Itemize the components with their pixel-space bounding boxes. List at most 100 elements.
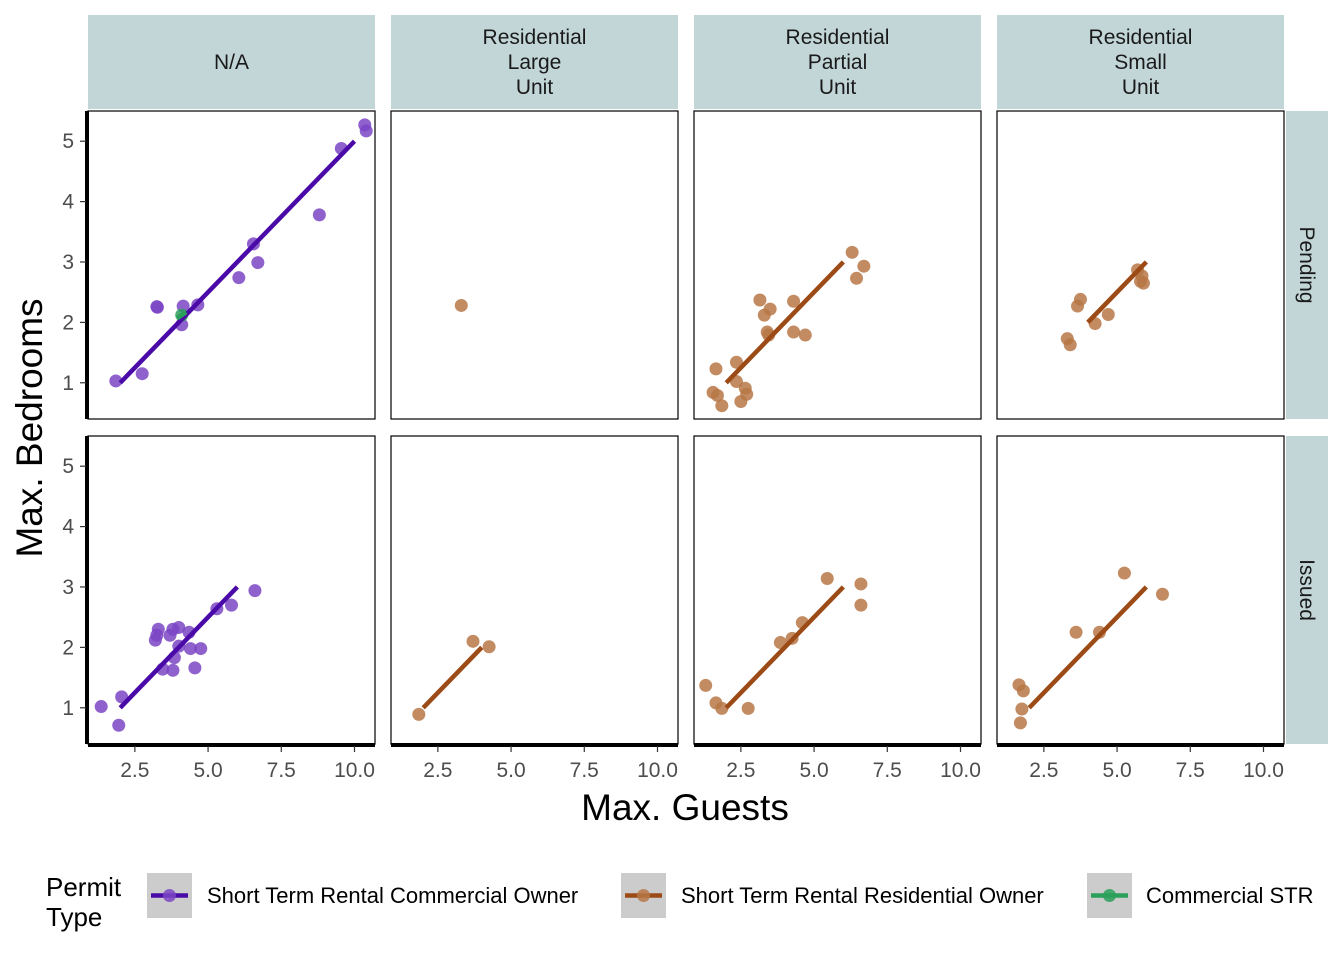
x-axes: 2.5 5.0 7.5 10.0 2.5 5.0 7.5 10.0 2.5 5.0 7.5 10.0 2… [88, 743, 1284, 782]
data-point [1117, 566, 1131, 580]
data-point [845, 245, 859, 259]
row-strip-label: Pending [1295, 226, 1318, 303]
data-point [1073, 292, 1087, 306]
data-point [194, 642, 208, 656]
x-tick-label: 2.5 [120, 759, 149, 782]
panel-pending-rpu [706, 245, 871, 413]
y-axis-title: Max. Bedrooms [9, 298, 50, 557]
column-strips: N/AResidentialLargeUnitResidentialPartia… [88, 15, 1284, 109]
data-point [109, 374, 123, 388]
data-point [715, 701, 729, 715]
trend-line [724, 260, 845, 385]
legend-label: Commercial STR [1146, 883, 1313, 908]
trend-line [724, 585, 845, 710]
data-point [1013, 716, 1027, 730]
panel-issued-rpu [699, 572, 868, 715]
x-tick-label: 7.5 [1176, 759, 1205, 782]
y-tick-label: 2 [62, 311, 74, 334]
legend-title: Permit [46, 872, 122, 902]
legend-title: Type [46, 902, 102, 932]
data-point [312, 208, 326, 222]
x-tick-label: 10.0 [1243, 759, 1284, 782]
data-point [753, 293, 767, 307]
data-point [166, 663, 180, 677]
y-tick-label: 4 [62, 191, 74, 214]
data-point [188, 661, 202, 675]
panel-issued-rsu [1012, 566, 1169, 730]
trend-line [176, 310, 188, 320]
data-point [454, 298, 468, 312]
legend-entry: Short Term Rental Residential Owner [621, 873, 1044, 918]
data-point [232, 271, 246, 285]
data-point [482, 640, 496, 654]
column-strip-label: Unit [819, 76, 857, 99]
panel-issued-na [94, 584, 262, 732]
column-strip-label: Residential [483, 26, 587, 49]
column-strip-label: Unit [1122, 76, 1160, 99]
data-point [699, 678, 713, 692]
data-point [1015, 702, 1029, 716]
data-point [740, 387, 754, 401]
column-strip-label: Residential [1089, 26, 1193, 49]
data-point [798, 328, 812, 342]
panel-pending-rsu [1060, 260, 1150, 352]
x-tick-label: 7.5 [267, 759, 296, 782]
data-point [850, 271, 864, 285]
data-point [1101, 308, 1115, 322]
data-point [710, 388, 724, 402]
x-tick-label: 10.0 [940, 759, 981, 782]
x-tick-label: 2.5 [1029, 759, 1058, 782]
column-strip-label: N/A [214, 51, 249, 74]
y-tick-label: 3 [62, 251, 74, 274]
data-point [150, 300, 164, 314]
data-point [151, 622, 165, 636]
y-tick-label: 5 [62, 130, 74, 153]
trend-line [1086, 260, 1148, 324]
data-point [172, 620, 186, 634]
column-strip-label: Small [1114, 51, 1167, 74]
trend-line [421, 645, 484, 710]
plot-panels [87, 110, 1285, 745]
x-tick-label: 10.0 [334, 759, 375, 782]
y-tick-label: 1 [62, 697, 74, 720]
panel-pending-rlu [454, 298, 468, 312]
row-strip-label: Issued [1295, 559, 1318, 621]
data-point [251, 256, 265, 270]
column-strip-label: Residential [786, 26, 890, 49]
data-point [225, 598, 238, 612]
data-point [94, 700, 108, 714]
data-point [709, 362, 723, 376]
data-point [854, 577, 868, 591]
legend-key-point [637, 889, 650, 902]
legend-key-point [1103, 889, 1116, 902]
column-strip-rlu [391, 15, 678, 109]
column-strip-rpu [694, 15, 981, 109]
data-point [715, 399, 729, 413]
column-strip-label: Large [508, 51, 562, 74]
data-point [135, 367, 149, 381]
trend-line [1027, 585, 1148, 710]
data-point [248, 584, 262, 598]
legend-label: Short Term Rental Commercial Owner [207, 883, 578, 908]
data-point [184, 642, 197, 656]
data-point [729, 355, 743, 369]
x-tick-label: 5.0 [496, 759, 525, 782]
x-tick-label: 10.0 [637, 759, 678, 782]
panel-pending-na [109, 118, 373, 388]
x-tick-label: 2.5 [726, 759, 755, 782]
y-tick-label: 4 [62, 516, 74, 539]
data-point [466, 634, 480, 648]
row-strip-pending [1286, 111, 1328, 419]
row-strip-issued [1286, 436, 1328, 744]
y-tick-label: 1 [62, 372, 74, 395]
legend-entry: Short Term Rental Commercial Owner [147, 873, 578, 918]
data-point [741, 701, 755, 715]
column-strip-label: Unit [516, 76, 554, 99]
column-strip-label: Partial [808, 51, 868, 74]
data-point [359, 124, 373, 138]
trend-line [118, 139, 357, 385]
y-tick-label: 3 [62, 576, 74, 599]
y-tick-label: 5 [62, 455, 74, 478]
